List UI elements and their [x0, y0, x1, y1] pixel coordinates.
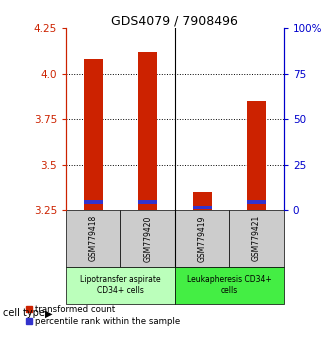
Bar — [138, 52, 157, 210]
Bar — [66, 267, 175, 304]
Bar — [175, 267, 284, 304]
Title: GDS4079 / 7908496: GDS4079 / 7908496 — [112, 14, 238, 27]
Bar — [66, 210, 120, 267]
Text: Lipotransfer aspirate
CD34+ cells: Lipotransfer aspirate CD34+ cells — [80, 275, 161, 295]
Text: ▶: ▶ — [45, 308, 52, 318]
Bar — [175, 210, 229, 267]
Text: GSM779419: GSM779419 — [198, 215, 207, 262]
Text: cell type: cell type — [3, 308, 45, 318]
Bar — [84, 200, 103, 204]
Bar — [84, 59, 103, 210]
Text: GSM779420: GSM779420 — [143, 215, 152, 262]
Bar — [120, 210, 175, 267]
Text: Leukapheresis CD34+
cells: Leukapheresis CD34+ cells — [187, 275, 272, 295]
Text: GSM779421: GSM779421 — [252, 215, 261, 262]
Bar — [193, 206, 212, 209]
Bar — [247, 101, 266, 210]
Text: GSM779418: GSM779418 — [89, 215, 98, 262]
Bar — [247, 200, 266, 204]
Legend: transformed count, percentile rank within the sample: transformed count, percentile rank withi… — [22, 302, 184, 330]
Bar — [229, 210, 284, 267]
Bar — [138, 200, 157, 204]
Bar — [193, 192, 212, 210]
